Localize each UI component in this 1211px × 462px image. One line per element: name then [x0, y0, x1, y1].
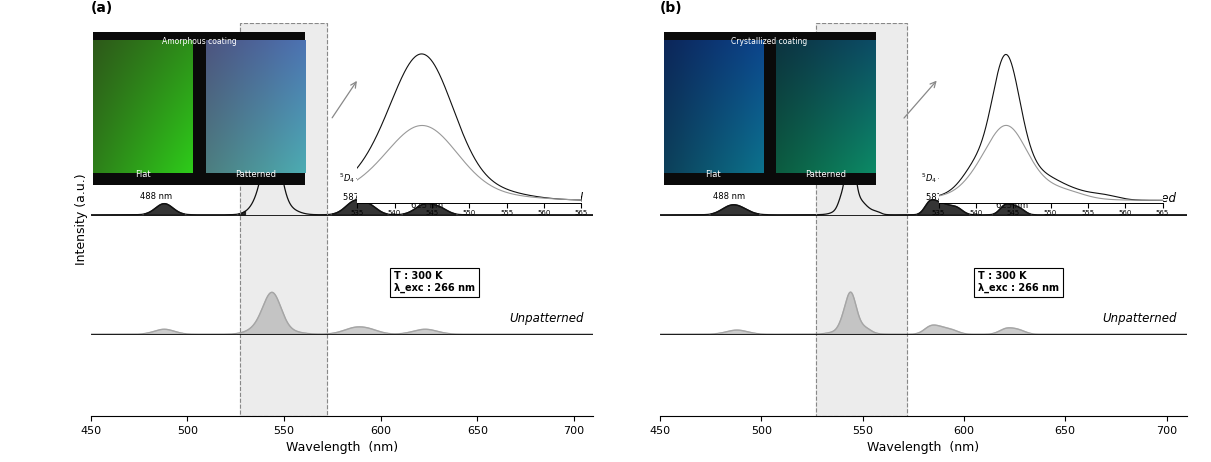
Text: $^5D_4\rightarrow\,^7F_4$: $^5D_4\rightarrow\,^7F_4$ — [339, 171, 380, 185]
Text: 544 nm: 544 nm — [820, 95, 855, 104]
Text: T : 300 K
λ_exc : 266 nm: T : 300 K λ_exc : 266 nm — [978, 271, 1060, 293]
Text: Patterned: Patterned — [235, 170, 276, 179]
Bar — [816, 23, 907, 416]
Text: Crystallized coating: Crystallized coating — [731, 37, 808, 46]
Text: Patterned: Patterned — [1119, 192, 1177, 205]
Text: 488 nm: 488 nm — [713, 192, 745, 201]
Y-axis label: Intensity (a.u.): Intensity (a.u.) — [75, 174, 88, 265]
Text: (a): (a) — [91, 1, 113, 15]
Text: Amorphous coating: Amorphous coating — [162, 37, 236, 46]
Text: T : 300 K
λ_exc : 266 nm: T : 300 K λ_exc : 266 nm — [395, 271, 475, 293]
Text: 623 nm: 623 nm — [997, 201, 1028, 210]
X-axis label: Wavelength  (nm): Wavelength (nm) — [286, 441, 398, 454]
Text: $^5D_4\rightarrow\,^7F_3$: $^5D_4\rightarrow\,^7F_3$ — [407, 179, 447, 193]
Bar — [240, 23, 327, 416]
Text: Unpatterned: Unpatterned — [1102, 312, 1177, 325]
Text: Unpatterned: Unpatterned — [509, 312, 584, 325]
Text: $^5D_4\rightarrow\,^7F_5$: $^5D_4\rightarrow\,^7F_5$ — [243, 73, 287, 87]
Text: Patterned: Patterned — [526, 192, 584, 205]
Text: $^5D_4\rightarrow\,^7F_6$: $^5D_4\rightarrow\,^7F_6$ — [708, 170, 750, 183]
Text: Patterned: Patterned — [805, 170, 846, 179]
Text: $^5D_4\rightarrow\,^7F_3$: $^5D_4\rightarrow\,^7F_3$ — [992, 179, 1033, 193]
Text: Flat: Flat — [706, 170, 722, 179]
Text: $^5D_4\rightarrow\,^7F_6$: $^5D_4\rightarrow\,^7F_6$ — [137, 170, 177, 183]
Text: 544 nm: 544 nm — [243, 95, 277, 104]
Text: 587 nm: 587 nm — [344, 193, 375, 202]
Text: Flat: Flat — [136, 170, 151, 179]
Text: $^5D_4\rightarrow\,^7F_5$: $^5D_4\rightarrow\,^7F_5$ — [820, 73, 863, 87]
Text: $^5D_4\rightarrow\,^7F_4$: $^5D_4\rightarrow\,^7F_4$ — [922, 171, 962, 185]
Text: 488 nm: 488 nm — [140, 192, 173, 201]
Text: (b): (b) — [660, 1, 683, 15]
Text: 623 nm: 623 nm — [411, 201, 443, 210]
X-axis label: Wavelength  (nm): Wavelength (nm) — [867, 441, 980, 454]
Text: 587 nm: 587 nm — [925, 193, 958, 202]
